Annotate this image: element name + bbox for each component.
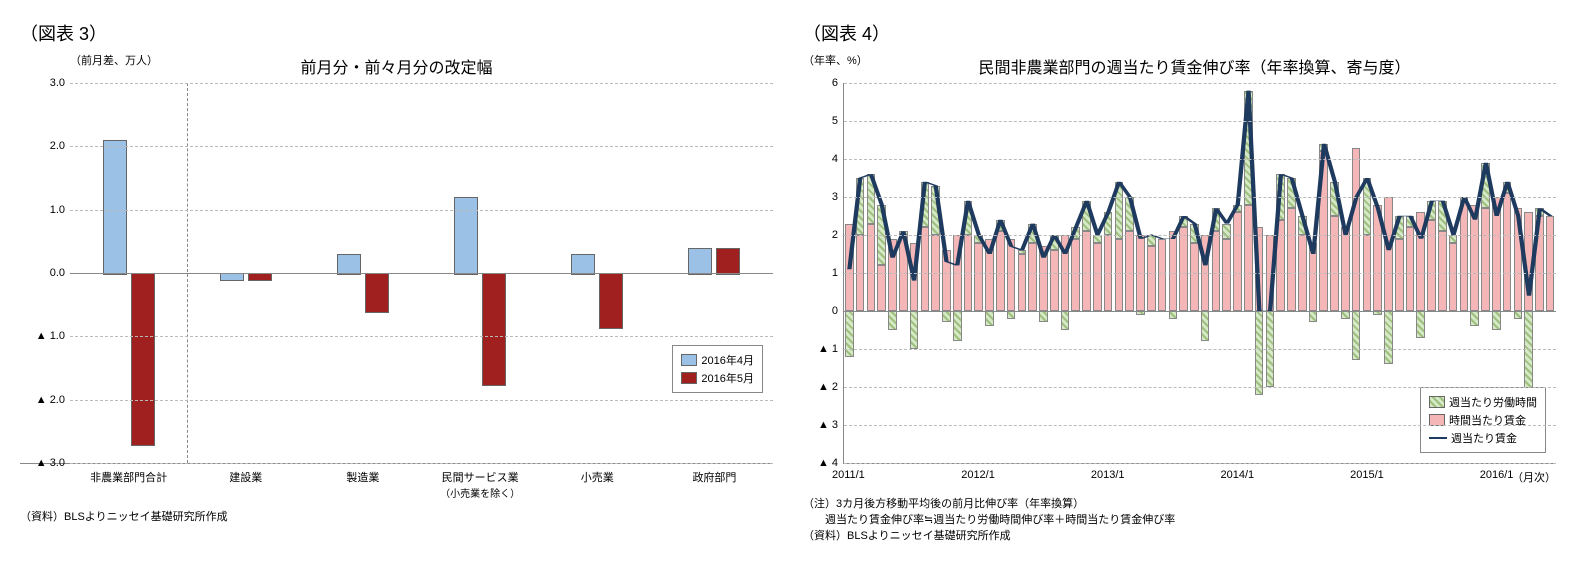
bar — [131, 273, 155, 446]
bar — [248, 273, 272, 281]
grid-line — [70, 336, 773, 337]
grid-line — [70, 463, 773, 464]
x-label: 2011/1 — [832, 469, 865, 481]
y-tick-label: 4 — [832, 153, 838, 165]
chart3-legend: 2016年4月 2016年5月 — [672, 345, 763, 393]
x-label: 2012/1 — [961, 469, 995, 481]
chart4-note2: 週当たり賃金伸び率≒週当たり労働時間伸び率＋時間当たり賃金伸び率 — [803, 511, 1556, 527]
y-tick-label: 0 — [832, 305, 838, 317]
chart4-note1: （注）3カ月後方移動平均後の前月比伸び率（年率換算） — [803, 495, 1556, 511]
chart3-figure-label: （図表 3） — [20, 20, 773, 46]
chart3-y-axis-label: （前月差、万人） — [70, 52, 158, 68]
y-tick-label: 0.0 — [50, 267, 65, 279]
grid-line — [844, 197, 1556, 198]
y-tick-label: 2.0 — [50, 140, 65, 152]
legend-item: 週当たり労働時間 — [1429, 394, 1537, 410]
y-tick-label: ▲ 2 — [818, 381, 838, 393]
bar — [716, 248, 740, 275]
chart3-x-labels: 非農業部門合計建設業製造業民間サービス業（小売業を除く）小売業政府部門 — [70, 469, 773, 500]
chart4-y-axis-label: （年率、%） — [803, 52, 868, 68]
y-tick-label: 3.0 — [50, 77, 65, 89]
chart3-y-axis: ▲ 3.0▲ 2.0▲ 1.00.01.02.03.0 — [20, 83, 70, 463]
grid-line — [70, 400, 773, 401]
y-tick-label: 6 — [832, 77, 838, 89]
legend-line-icon — [1429, 437, 1447, 439]
grid-line — [844, 159, 1556, 160]
chart4-x-unit: （月次） — [1512, 469, 1556, 485]
bar — [220, 273, 244, 281]
y-tick-label: ▲ 3.0 — [36, 457, 65, 469]
grid-line — [70, 83, 773, 84]
y-tick-label: 1 — [832, 267, 838, 279]
chart4-plot-area: 週当たり労働時間時間当たり賃金週当たり賃金 — [843, 83, 1556, 464]
y-tick-label: 3 — [832, 191, 838, 203]
chart4-figure-label: （図表 4） — [803, 20, 1556, 46]
x-label: 小売業 — [539, 469, 656, 500]
legend-item: 2016年5月 — [681, 370, 754, 386]
legend-swatch — [1429, 396, 1445, 408]
chart3-source: （資料）BLSよりニッセイ基礎研究所作成 — [20, 508, 773, 524]
grid-line — [844, 235, 1556, 236]
trend-line — [849, 91, 1550, 311]
legend-label: 2016年4月 — [701, 352, 754, 368]
bar — [103, 140, 127, 275]
x-label: 2014/1 — [1220, 469, 1254, 481]
chart4-legend: 週当たり労働時間時間当たり賃金週当たり賃金 — [1420, 387, 1546, 453]
bar — [688, 248, 712, 275]
x-label: 2013/1 — [1091, 469, 1125, 481]
legend-swatch — [681, 372, 697, 384]
chart4-x-labels: （月次） 2011/12012/12013/12014/12015/12016/… — [843, 469, 1556, 487]
y-tick-label: 2 — [832, 229, 838, 241]
charts-container: （図表 3） （前月差、万人） 前月分・前々月分の改定幅 ▲ 3.0▲ 2.0▲… — [20, 20, 1556, 543]
grid-line — [70, 146, 773, 147]
chart3-plot-area: ▲ 3.0▲ 2.0▲ 1.00.01.02.03.0 2016年4月2016年… — [20, 83, 773, 464]
grid-line — [844, 387, 1556, 388]
legend-label: 週当たり労働時間 — [1449, 394, 1537, 410]
grid-line — [844, 425, 1556, 426]
bar — [482, 273, 506, 386]
y-tick-label: ▲ 3 — [818, 419, 838, 431]
chart4-source: （資料）BLSよりニッセイ基礎研究所作成 — [803, 527, 1556, 543]
grid-line — [70, 273, 773, 274]
grid-line — [844, 121, 1556, 122]
legend-label: 週当たり賃金 — [1451, 430, 1517, 446]
grid-line — [844, 83, 1556, 84]
chart4-y-axis: ▲ 4▲ 3▲ 2▲ 10123456 — [803, 83, 843, 487]
legend-swatch — [681, 354, 697, 366]
x-label: 2016/1 — [1480, 469, 1514, 481]
x-label: 製造業 — [304, 469, 421, 500]
bar — [571, 254, 595, 275]
grid-line — [844, 311, 1556, 312]
chart4-title: 民間非農業部門の週当たり賃金伸び率（年率換算、寄与度） — [803, 54, 1556, 78]
legend-label: 2016年5月 — [701, 370, 754, 386]
y-tick-label: 5 — [832, 115, 838, 127]
grid-line — [70, 210, 773, 211]
grid-line — [844, 349, 1556, 350]
y-tick-label: 1.0 — [50, 204, 65, 216]
legend-item: 2016年4月 — [681, 352, 754, 368]
chart3-panel: （図表 3） （前月差、万人） 前月分・前々月分の改定幅 ▲ 3.0▲ 2.0▲… — [20, 20, 773, 543]
x-label: 非農業部門合計 — [70, 469, 187, 500]
y-tick-label: ▲ 1.0 — [36, 330, 65, 342]
x-label: 政府部門 — [656, 469, 773, 500]
y-tick-label: ▲ 2.0 — [36, 394, 65, 406]
bar — [337, 254, 361, 275]
x-label: 建設業 — [187, 469, 304, 500]
y-tick-label: ▲ 1 — [818, 343, 838, 355]
bar — [365, 273, 389, 313]
legend-item: 週当たり賃金 — [1429, 430, 1537, 446]
grid-line — [844, 463, 1556, 464]
x-label: 2015/1 — [1350, 469, 1384, 481]
x-label: 民間サービス業（小売業を除く） — [422, 469, 539, 500]
y-tick-label: ▲ 4 — [818, 457, 838, 469]
chart4-panel: （図表 4） （年率、%） 民間非農業部門の週当たり賃金伸び率（年率換算、寄与度… — [803, 20, 1556, 543]
grid-line — [844, 273, 1556, 274]
bar — [599, 273, 623, 329]
